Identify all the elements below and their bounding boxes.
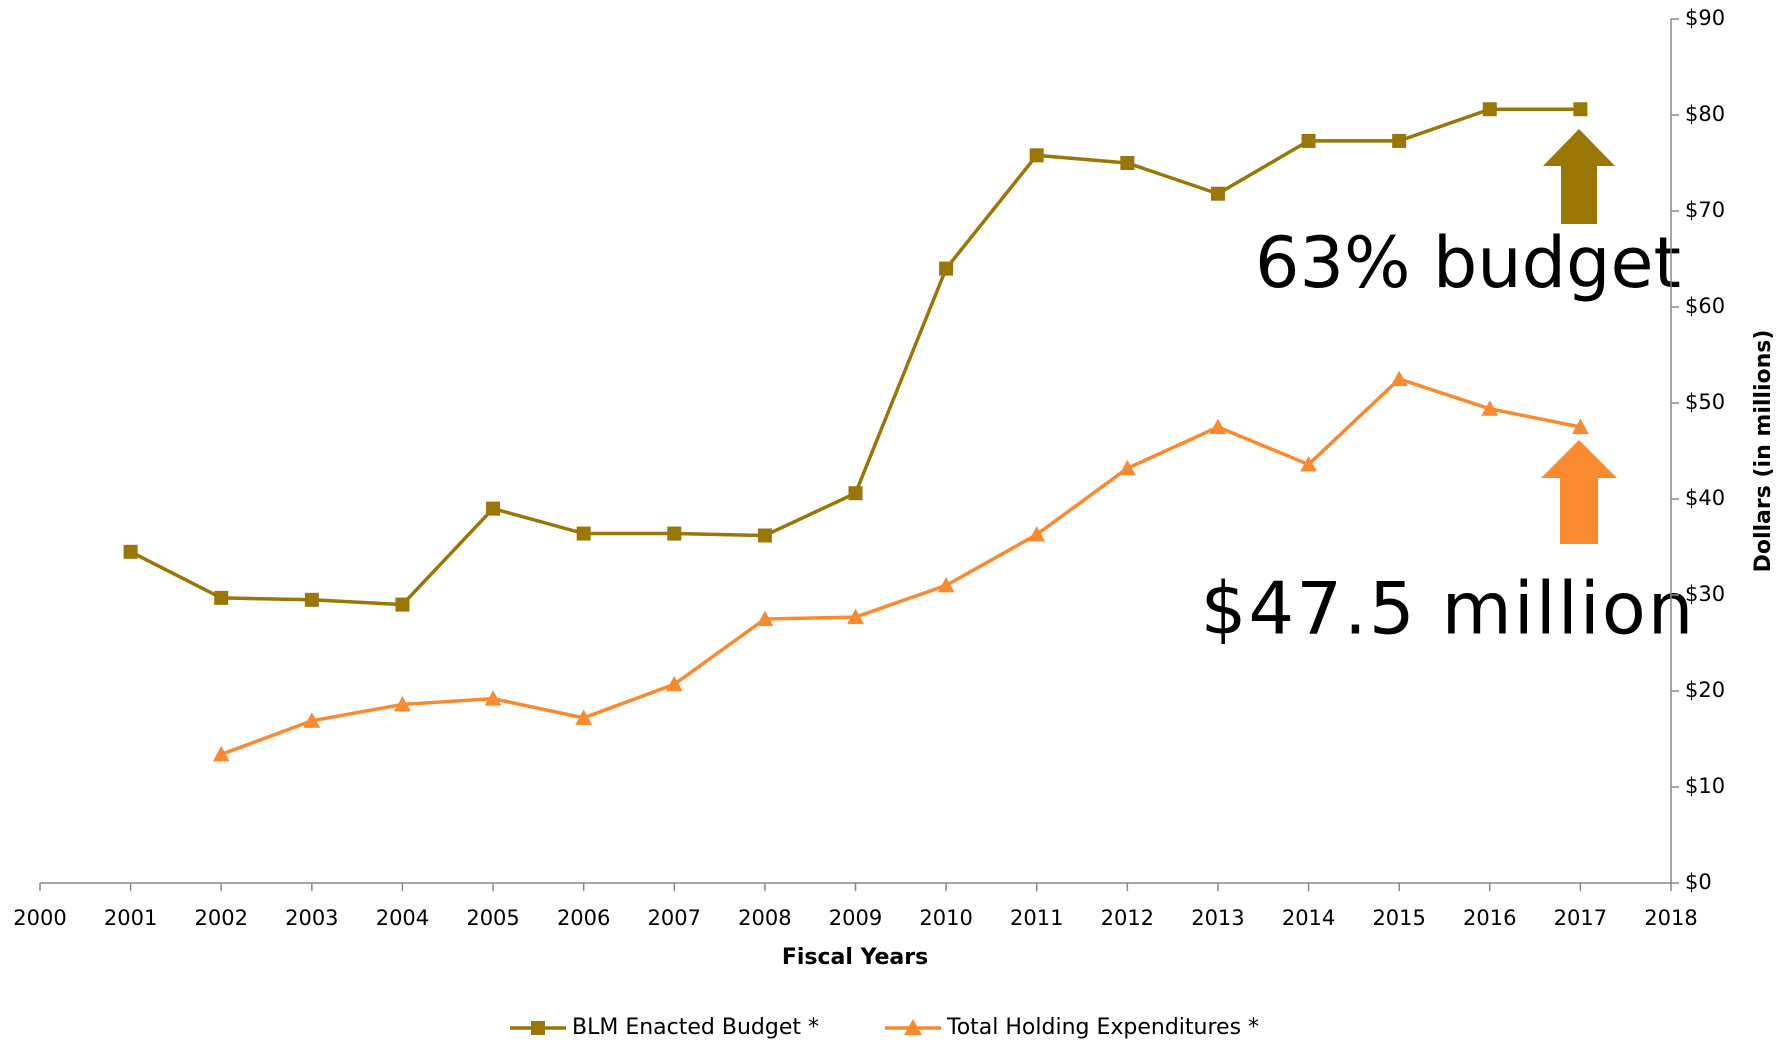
- x-tick-label: 2005: [466, 906, 519, 930]
- marker: [1482, 102, 1497, 117]
- marker: [1028, 526, 1046, 542]
- x-tick-label: 2014: [1282, 906, 1335, 930]
- marker: [1390, 370, 1408, 386]
- marker: [1118, 459, 1136, 476]
- marker: [1210, 186, 1225, 201]
- y-tick-label: $30: [1685, 582, 1725, 606]
- arrow: [1541, 440, 1617, 544]
- marker: [214, 590, 229, 605]
- arrow: [1543, 129, 1615, 224]
- marker: [1029, 148, 1044, 163]
- legend-marker: [904, 1019, 922, 1035]
- series-line: [220, 377, 1581, 757]
- legend-label: Total Holding Expenditures *: [946, 1015, 1259, 1040]
- marker: [486, 501, 501, 516]
- marker: [303, 712, 321, 728]
- x-tick-label: 2016: [1463, 906, 1516, 930]
- x-tick-label: 2000: [13, 906, 66, 930]
- x-tick-label: 2009: [829, 906, 882, 930]
- x-tick-label: 2008: [738, 906, 791, 930]
- marker: [1571, 418, 1589, 434]
- marker: [756, 610, 774, 626]
- y-tick-label: $20: [1685, 678, 1725, 702]
- x-tick-label: 2004: [376, 906, 429, 930]
- marker: [667, 526, 682, 541]
- y-tick-label: $70: [1685, 198, 1725, 222]
- annotation: $47.5 million: [1201, 567, 1696, 651]
- x-tick-label: 2007: [648, 906, 701, 930]
- legend-marker: [531, 1021, 545, 1035]
- legend-label: BLM Enacted Budget *: [572, 1015, 819, 1040]
- marker: [1300, 456, 1317, 472]
- marker: [939, 261, 954, 276]
- y-tick-label: $50: [1685, 390, 1725, 414]
- marker: [1120, 156, 1135, 170]
- marker: [484, 690, 502, 706]
- marker: [665, 675, 683, 692]
- x-tick-label: 2011: [1010, 906, 1063, 930]
- marker: [757, 528, 772, 543]
- y-tick-label: $60: [1685, 294, 1725, 318]
- x-tick-label: 2015: [1372, 906, 1425, 930]
- y-axis-label: Dollars (in millions): [1751, 330, 1776, 573]
- x-axis-label: Fiscal Years: [782, 945, 928, 970]
- marker: [575, 709, 593, 725]
- x-tick-label: 2001: [104, 906, 157, 930]
- x-tick-label: 2017: [1554, 906, 1607, 930]
- x-tick-label: 2002: [194, 906, 247, 930]
- marker: [576, 526, 591, 541]
- y-tick-label: $40: [1685, 486, 1725, 510]
- marker: [1301, 133, 1316, 148]
- y-tick-label: $80: [1685, 102, 1725, 126]
- x-tick-label: 2010: [919, 906, 972, 930]
- x-tick-label: 2003: [285, 906, 338, 930]
- x-tick-label: 2012: [1101, 906, 1154, 930]
- marker: [1392, 133, 1407, 148]
- series-line: [129, 107, 1581, 607]
- marker: [394, 696, 411, 712]
- marker: [848, 486, 863, 501]
- x-tick-label: 2013: [1191, 906, 1244, 930]
- marker: [1573, 102, 1588, 117]
- marker: [847, 608, 864, 625]
- marker: [123, 544, 138, 559]
- y-tick-label: $10: [1685, 774, 1725, 798]
- y-tick-label: $0: [1685, 870, 1712, 894]
- marker: [212, 745, 230, 762]
- x-tick-label: 2018: [1644, 906, 1697, 930]
- x-tick-label: 2006: [557, 906, 610, 930]
- marker: [1209, 418, 1227, 434]
- marker: [395, 597, 410, 612]
- marker: [937, 577, 955, 593]
- marker: [1481, 400, 1499, 416]
- y-tick-label: $90: [1685, 6, 1725, 30]
- annotation: 63% budget: [1255, 222, 1681, 304]
- marker: [304, 592, 319, 607]
